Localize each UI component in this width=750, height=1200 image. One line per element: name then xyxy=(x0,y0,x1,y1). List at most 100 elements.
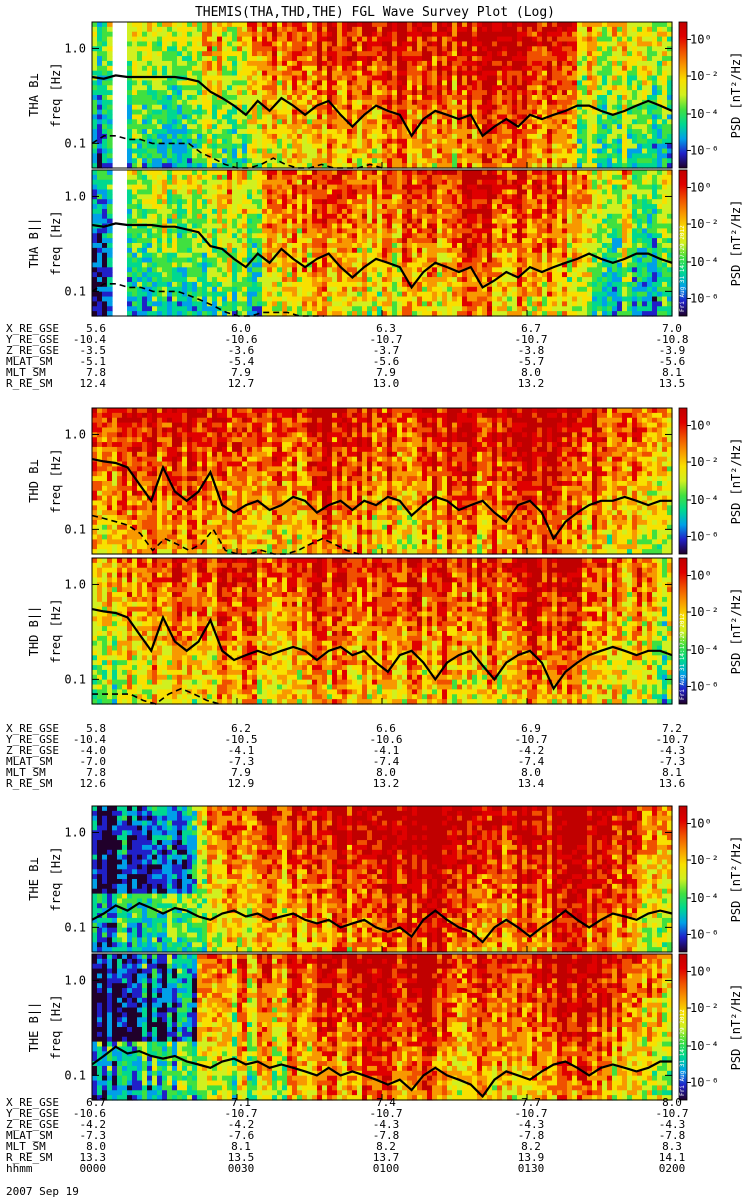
heatmap-cell xyxy=(237,114,243,119)
heatmap-cell xyxy=(272,114,278,119)
heatmap-cell xyxy=(232,66,238,71)
heatmap-cell xyxy=(137,22,143,27)
heatmap-cell xyxy=(217,100,223,105)
heatmap-cell xyxy=(172,134,178,139)
heatmap-cell xyxy=(162,134,168,139)
heatmap-cell xyxy=(352,110,358,115)
heatmap-cell xyxy=(377,90,383,95)
heatmap-cell xyxy=(207,100,213,105)
heatmap-cell xyxy=(182,22,188,27)
heatmap-cell xyxy=(197,85,203,90)
heatmap-cell xyxy=(262,90,268,95)
heatmap-cell xyxy=(167,100,173,105)
heatmap-cell xyxy=(267,46,273,51)
heatmap-cell xyxy=(382,46,388,51)
heatmap-cell xyxy=(97,129,103,134)
heatmap-cell xyxy=(102,95,108,100)
heatmap-cell xyxy=(357,100,363,105)
heatmap-cell xyxy=(157,110,163,115)
heatmap-cell xyxy=(237,85,243,90)
heatmap-cell xyxy=(162,119,168,124)
heatmap-cell xyxy=(317,76,323,81)
heatmap-cell xyxy=(377,139,383,144)
heatmap-cell xyxy=(392,90,398,95)
heatmap-cell xyxy=(357,71,363,76)
heatmap-cell xyxy=(267,76,273,81)
heatmap-cell xyxy=(157,32,163,37)
heatmap-cell xyxy=(212,129,218,134)
heatmap-cell xyxy=(262,56,268,61)
heatmap-cell xyxy=(287,90,293,95)
heatmap-cell xyxy=(232,90,238,95)
heatmap-cell xyxy=(257,51,263,56)
heatmap-cell xyxy=(357,144,363,149)
heatmap-cell xyxy=(222,56,228,61)
heatmap-cell xyxy=(302,158,308,163)
heatmap-cell xyxy=(257,149,263,154)
heatmap-cell xyxy=(302,61,308,66)
heatmap-cell xyxy=(137,80,143,85)
heatmap-cell xyxy=(347,56,353,61)
heatmap-cell xyxy=(202,71,208,76)
heatmap-cell xyxy=(377,153,383,158)
heatmap-cell xyxy=(347,114,353,119)
heatmap-cell xyxy=(257,71,263,76)
heatmap-cell xyxy=(237,32,243,37)
heatmap-cell xyxy=(152,114,158,119)
heatmap-cell xyxy=(207,27,213,32)
heatmap-cell xyxy=(332,41,338,46)
heatmap-cell xyxy=(292,144,298,149)
heatmap-cell xyxy=(127,100,133,105)
heatmap-cell xyxy=(242,27,248,32)
heatmap-cell xyxy=(292,32,298,37)
heatmap-cell xyxy=(297,46,303,51)
heatmap-cell xyxy=(252,119,258,124)
heatmap-cell xyxy=(237,144,243,149)
heatmap-cell xyxy=(337,153,343,158)
heatmap-cell xyxy=(287,110,293,115)
heatmap-cell xyxy=(302,144,308,149)
heatmap-cell xyxy=(147,46,153,51)
heatmap-cell xyxy=(182,100,188,105)
heatmap-cell xyxy=(97,22,103,27)
heatmap-cell xyxy=(102,27,108,32)
heatmap-cell xyxy=(337,27,343,32)
heatmap-cell xyxy=(367,153,373,158)
heatmap-cell xyxy=(107,41,113,46)
heatmap-cell xyxy=(197,56,203,61)
heatmap-cell xyxy=(312,158,318,163)
heatmap-cell xyxy=(92,124,98,129)
heatmap-cell xyxy=(287,41,293,46)
heatmap-cell xyxy=(287,27,293,32)
heatmap-cell xyxy=(217,76,223,81)
heatmap-cell xyxy=(267,71,273,76)
heatmap-cell xyxy=(217,144,223,149)
heatmap-cell xyxy=(357,32,363,37)
heatmap-cell xyxy=(127,90,133,95)
heatmap-cell xyxy=(392,158,398,163)
heatmap-cell xyxy=(367,71,373,76)
heatmap-cell xyxy=(177,144,183,149)
heatmap-cell xyxy=(267,80,273,85)
heatmap-cell xyxy=(237,56,243,61)
heatmap-cell xyxy=(167,27,173,32)
heatmap-cell xyxy=(287,71,293,76)
heatmap-cell xyxy=(237,149,243,154)
heatmap-cell xyxy=(327,158,333,163)
heatmap-cell xyxy=(152,124,158,129)
heatmap-cell xyxy=(182,144,188,149)
heatmap-cell xyxy=(382,85,388,90)
heatmap-cell xyxy=(137,51,143,56)
heatmap-cell xyxy=(322,144,328,149)
heatmap-cell xyxy=(132,22,138,27)
heatmap-cell xyxy=(207,71,213,76)
heatmap-cell xyxy=(362,124,368,129)
heatmap-cell xyxy=(97,124,103,129)
heatmap-cell xyxy=(342,71,348,76)
heatmap-cell xyxy=(197,134,203,139)
heatmap-cell xyxy=(227,90,233,95)
heatmap-cell xyxy=(172,95,178,100)
heatmap-cell xyxy=(157,105,163,110)
heatmap-cell xyxy=(372,41,378,46)
heatmap-cell xyxy=(142,119,148,124)
